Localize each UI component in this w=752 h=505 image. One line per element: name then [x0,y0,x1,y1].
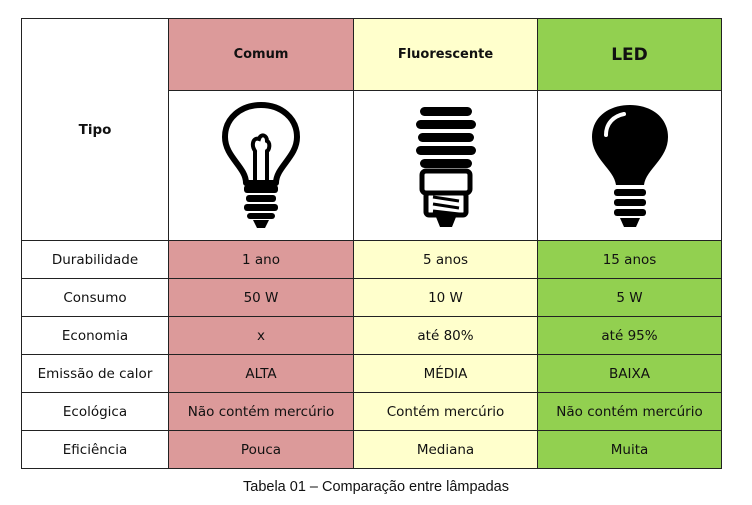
cell-comum: ALTA [168,354,354,393]
fluorescent-bulb-icon [415,106,476,227]
row-label: Durabilidade [21,240,169,279]
column-header-led: LED [537,18,722,91]
cell-comum: 50 W [168,278,354,317]
row-consumo: Consumo 50 W 10 W 5 W [21,278,722,317]
cell-led: Não contém mercúrio [537,392,722,431]
row-label: Economia [21,316,169,355]
cell-led: até 95% [537,316,722,355]
cell-comum: Não contém mercúrio [168,392,354,431]
cell-led-image [537,90,722,241]
cell-fluorescente: MÉDIA [353,354,538,393]
row-emissao-de-calor: Emissão de calor ALTA MÉDIA BAIXA [21,354,722,393]
tipo-label: Tipo [21,18,169,241]
cell-comum: x [168,316,354,355]
cell-led: 5 W [537,278,722,317]
row-durabilidade: Durabilidade 1 ano 5 anos 15 anos [21,240,722,279]
incandescent-bulb-icon [222,101,300,228]
cell-fluorescent-image [353,90,538,241]
cell-comum: 1 ano [168,240,354,279]
cell-incandescent-image [168,90,354,241]
cell-fluorescente: Contém mercúrio [353,392,538,431]
cell-led: Muita [537,430,722,469]
comparison-table: Tipo Comum Fluorescente LED [21,18,722,469]
row-label: Emissão de calor [21,354,169,393]
cell-led: 15 anos [537,240,722,279]
cell-fluorescente: 5 anos [353,240,538,279]
image-row [22,90,722,241]
row-label: Eficiência [21,430,169,469]
row-ecologica: Ecológica Não contém mercúrio Contém mer… [21,392,722,431]
row-label: Ecológica [21,392,169,431]
cell-fluorescente: 10 W [353,278,538,317]
cell-led: BAIXA [537,354,722,393]
header-row: Tipo Comum Fluorescente LED [21,18,722,241]
row-label: Consumo [21,278,169,317]
cell-fluorescente: até 80% [353,316,538,355]
row-economia: Economia x até 80% até 95% [21,316,722,355]
table-caption: Tabela 01 – Comparação entre lâmpadas [243,479,509,495]
column-header-fluorescente: Fluorescente [353,18,538,91]
led-bulb-icon [591,104,668,227]
cell-fluorescente: Mediana [353,430,538,469]
column-header-comum: Comum [168,18,354,91]
row-eficiencia: Eficiência Pouca Mediana Muita [21,430,722,469]
cell-comum: Pouca [168,430,354,469]
